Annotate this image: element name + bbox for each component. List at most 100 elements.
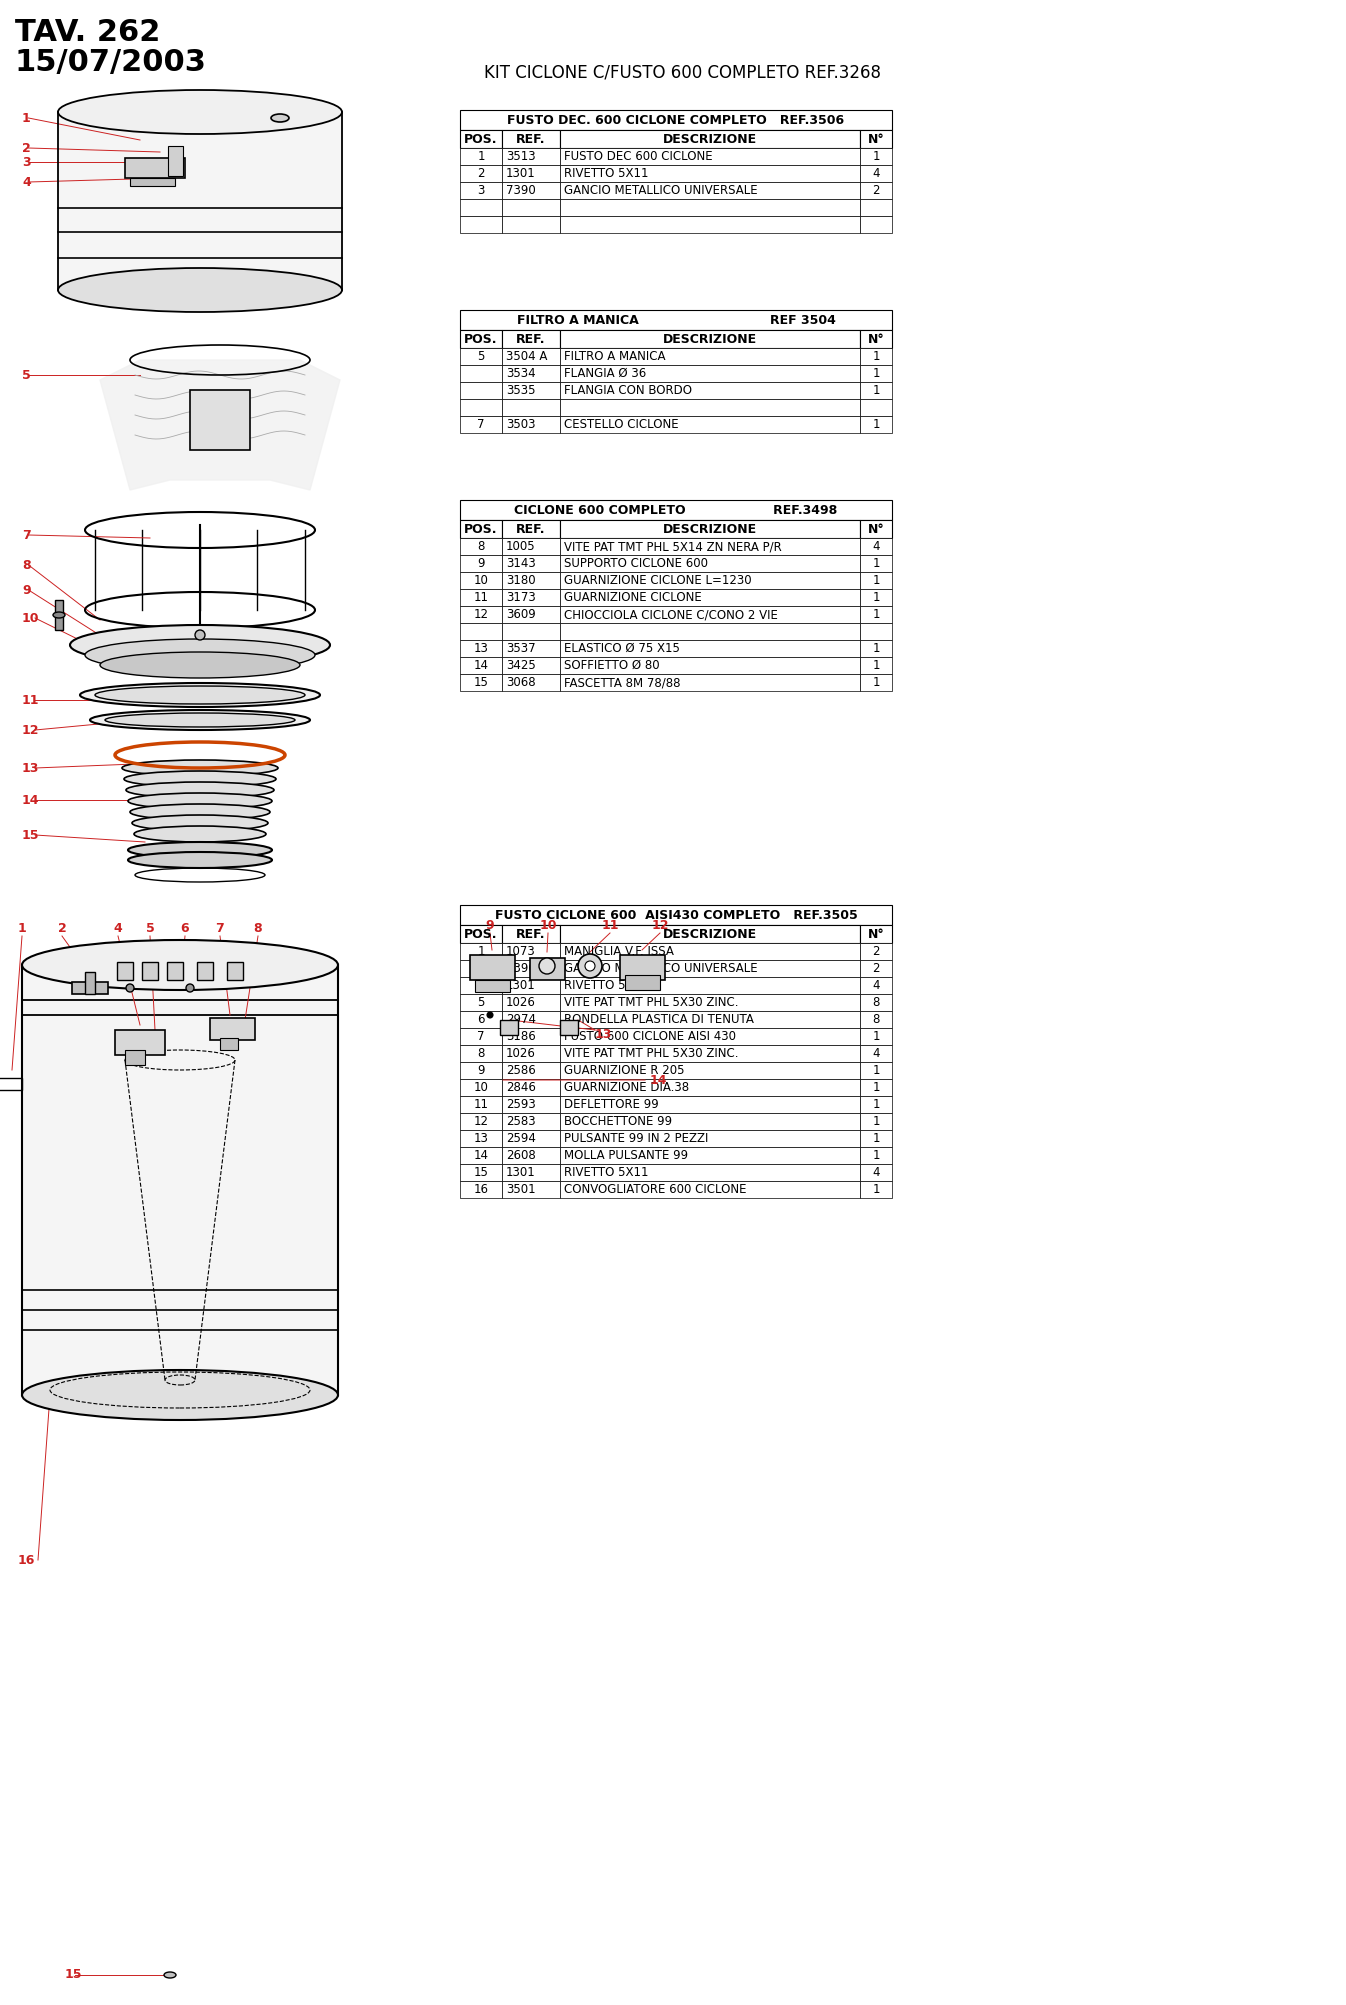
Bar [860,976,892,994]
Bar [860,640,892,658]
Text: 2: 2 [478,166,485,180]
Text: 3535: 3535 [506,385,536,397]
Ellipse shape [135,826,267,842]
Text: 8: 8 [253,922,262,934]
Text: 5: 5 [22,369,31,381]
Bar [460,1063,502,1079]
Text: 1: 1 [872,573,880,587]
Bar [460,164,502,182]
Bar [560,1063,860,1079]
Text: VITE PAT TMT PHL 5X14 ZN NERA P/R: VITE PAT TMT PHL 5X14 ZN NERA P/R [564,539,782,553]
Text: 1: 1 [872,1065,880,1077]
Text: 1: 1 [872,150,880,162]
Text: 14: 14 [650,1073,668,1087]
Text: 2: 2 [478,962,485,974]
Bar [860,589,892,606]
Bar [460,399,502,415]
Text: 2586: 2586 [506,1065,536,1077]
Text: 13: 13 [595,1029,612,1041]
Bar [0,1079,22,1091]
Ellipse shape [100,652,300,678]
Text: 7: 7 [478,1031,485,1043]
Bar [530,958,565,980]
Bar [475,980,510,992]
Circle shape [195,630,205,640]
Text: 6: 6 [180,922,190,934]
Text: 7: 7 [478,417,485,431]
Text: 2594: 2594 [506,1133,536,1145]
Bar [227,962,244,980]
Bar [860,606,892,624]
Bar [560,1181,860,1199]
Text: 1026: 1026 [506,1047,536,1061]
Bar [210,1019,254,1041]
Text: MANIGLIA V.F. ISSA: MANIGLIA V.F. ISSA [564,944,674,958]
Bar [625,974,660,990]
Bar [860,924,892,942]
Text: DESCRIZIONE: DESCRIZIONE [664,333,756,345]
Bar [560,1079,860,1097]
Text: 4: 4 [478,978,485,992]
Bar [502,1181,560,1199]
Text: GUARNIZIONE CICLONE L=1230: GUARNIZIONE CICLONE L=1230 [564,573,751,587]
Ellipse shape [128,852,272,868]
Text: 13: 13 [474,642,489,656]
Text: FLANGIA Ø 36: FLANGIA Ø 36 [564,367,646,381]
Bar [460,976,502,994]
Bar [460,349,502,365]
Text: 13: 13 [22,762,39,774]
Ellipse shape [124,772,276,788]
Ellipse shape [22,1369,338,1420]
Text: 16: 16 [17,1554,35,1566]
Bar [502,399,560,415]
Bar [860,674,892,692]
Bar [502,217,560,233]
Bar [502,383,560,399]
Text: 10: 10 [474,1081,489,1095]
Bar [460,198,502,217]
Text: DESCRIZIONE: DESCRIZIONE [664,523,756,535]
Bar [560,942,860,960]
Bar [502,1165,560,1181]
Bar [860,365,892,383]
Text: 4: 4 [872,978,880,992]
Circle shape [586,960,595,970]
Ellipse shape [79,684,320,708]
Text: 1301: 1301 [506,166,536,180]
Text: 4: 4 [872,539,880,553]
Bar [560,624,860,640]
Bar [460,537,502,555]
Bar [860,1131,892,1147]
Bar [197,962,213,980]
Text: 2608: 2608 [506,1149,536,1163]
Bar [460,1165,502,1181]
Bar [560,1165,860,1181]
Bar [860,1181,892,1199]
Bar [460,589,502,606]
Bar [560,674,860,692]
Bar [560,365,860,383]
Bar [460,624,502,640]
Text: 12: 12 [474,1115,489,1129]
Text: 2: 2 [872,944,880,958]
Bar [560,1113,860,1131]
Bar [460,383,502,399]
Bar [460,1011,502,1029]
Bar [560,640,860,658]
Bar [55,599,63,630]
Text: 5: 5 [478,351,485,363]
Bar [860,1063,892,1079]
Text: 10: 10 [540,918,557,932]
Ellipse shape [131,804,271,820]
Bar [860,1165,892,1181]
Bar [560,217,860,233]
Text: 1: 1 [872,591,880,604]
Bar [460,217,502,233]
Text: 1: 1 [872,1183,880,1197]
Bar [460,499,892,519]
Text: RIVETTO 5X11: RIVETTO 5X11 [564,166,649,180]
Bar [860,349,892,365]
Text: 1073: 1073 [506,944,536,958]
Bar [460,1147,502,1165]
Text: 2583: 2583 [506,1115,536,1129]
